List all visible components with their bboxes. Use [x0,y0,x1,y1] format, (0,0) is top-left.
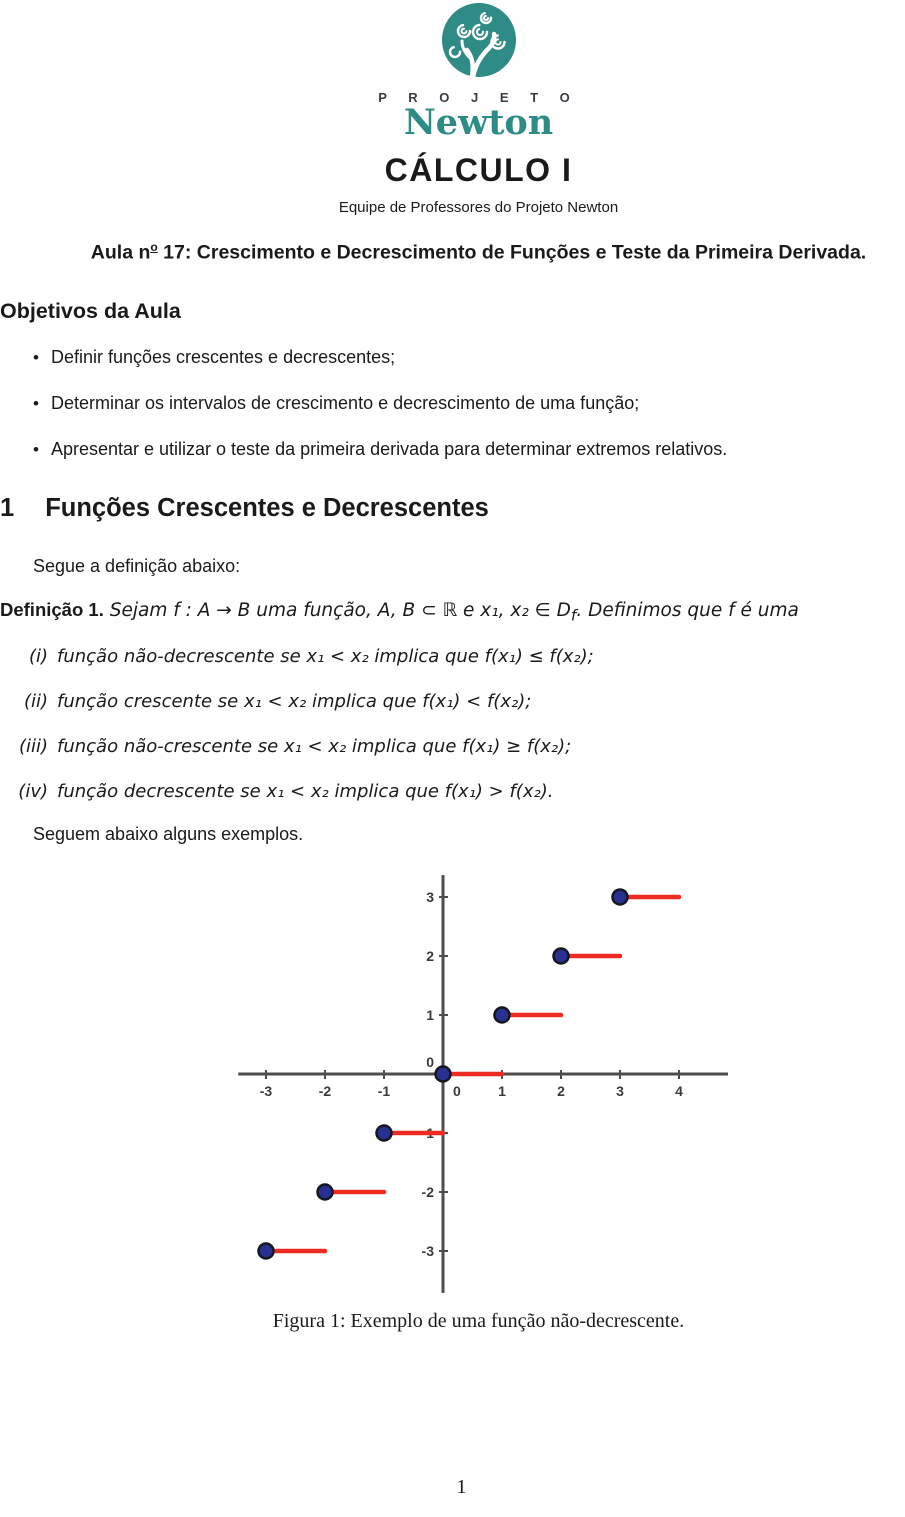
definition-items: (i) função não-decrescente se x₁ < x₂ im… [0,645,905,825]
definition-paragraph: Definição 1. Sejam f : A → B uma função,… [0,597,905,629]
definition-item: (iv) função decrescente se x₁ < x₂ impli… [0,780,905,804]
logo-newton-text: Newton [403,102,554,143]
lecture-title-rest: 17: Crescimento e Decrescimento de Funçõ… [157,241,867,264]
closed-endpoint-dot [552,947,570,965]
definition-label: Definição 1. [0,599,104,620]
x-tick-label: -2 [319,1083,332,1099]
figure-caption: Figura 1: Exemplo de uma função não-decr… [272,1310,685,1332]
y-tick-label: 2 [426,948,434,964]
objective-item: Apresentar e utilizar o teste da primeir… [33,438,905,461]
item-text: função crescente se x₁ < x₂ implica que … [57,691,532,712]
item-label: (i) [28,646,48,667]
item-text: função não-decrescente se x₁ < x₂ implic… [57,646,594,667]
objectives-heading: Objetivos da Aula [0,299,181,323]
objective-item: Determinar os intervalos de crescimento … [33,392,905,415]
definition-text-cont: . Definimos que f é uma [576,600,799,621]
y-tick-label: 0 [426,1054,434,1070]
x-tick-label: 3 [616,1083,624,1099]
ordinal-superscript: o [150,240,158,254]
closed-endpoint-dot [316,1183,334,1201]
section-title: Funções Crescentes e Decrescentes [45,494,489,522]
definition-text: Sejam f : A → B uma função, A, B ⊂ ℝ e x… [103,600,571,621]
y-tick-label: 1 [426,1007,434,1023]
item-text: função decrescente se x₁ < x₂ implica qu… [57,781,554,802]
examples-line: Seguem abaixo alguns exemplos. [33,824,304,844]
closed-endpoint-dot [375,1124,393,1142]
item-label: (iii) [18,736,48,757]
lecture-title-prefix: Aula n [90,241,151,264]
item-text: função não-crescente se x₁ < x₂ implica … [57,736,572,757]
lecture-title: Aula no 17: Crescimento e Decrescimento … [0,240,905,265]
closed-endpoint-dot [611,888,629,906]
closed-endpoint-dot [257,1242,275,1260]
definition-item: (iii) função não-crescente se x₁ < x₂ im… [0,735,905,759]
x-tick-label: 1 [498,1083,506,1099]
course-subtitle: Equipe de Professores do Projeto Newton [338,199,619,216]
definition-subscript: f [570,606,577,625]
objectives-list: Definir funções crescentes e decrescente… [0,346,905,484]
logo-tree-icon [441,3,516,80]
section-heading: 1 Funções Crescentes e Decrescentes [0,494,905,523]
page-number: 1 [456,1476,467,1498]
item-label: (iv) [18,781,48,802]
logo-projeto-text: P R O J E T O [378,90,579,105]
course-title: CÁLCULO I [384,152,573,188]
x-tick-label: -3 [260,1083,273,1099]
y-tick-label: -3 [422,1243,435,1259]
objective-item: Definir funções crescentes e decrescente… [33,346,905,369]
closed-endpoint-dot [434,1065,452,1083]
x-tick-label: 2 [557,1083,565,1099]
x-tick-label: -1 [378,1083,391,1099]
section-number: 1 [0,494,15,522]
x-tick-label: 0 [453,1083,461,1099]
definition-item: (i) função não-decrescente se x₁ < x₂ im… [0,645,905,669]
section-intro: Segue a definição abaixo: [33,556,241,576]
closed-endpoint-dot [493,1006,511,1024]
x-tick-label: 4 [675,1083,683,1099]
item-label: (ii) [23,691,48,712]
definition-item: (ii) função crescente se x₁ < x₂ implica… [0,690,905,714]
y-tick-label: -2 [422,1184,435,1200]
projeto-newton-logo: P R O J E T O Newton [0,2,905,140]
y-tick-label: 3 [426,889,434,905]
